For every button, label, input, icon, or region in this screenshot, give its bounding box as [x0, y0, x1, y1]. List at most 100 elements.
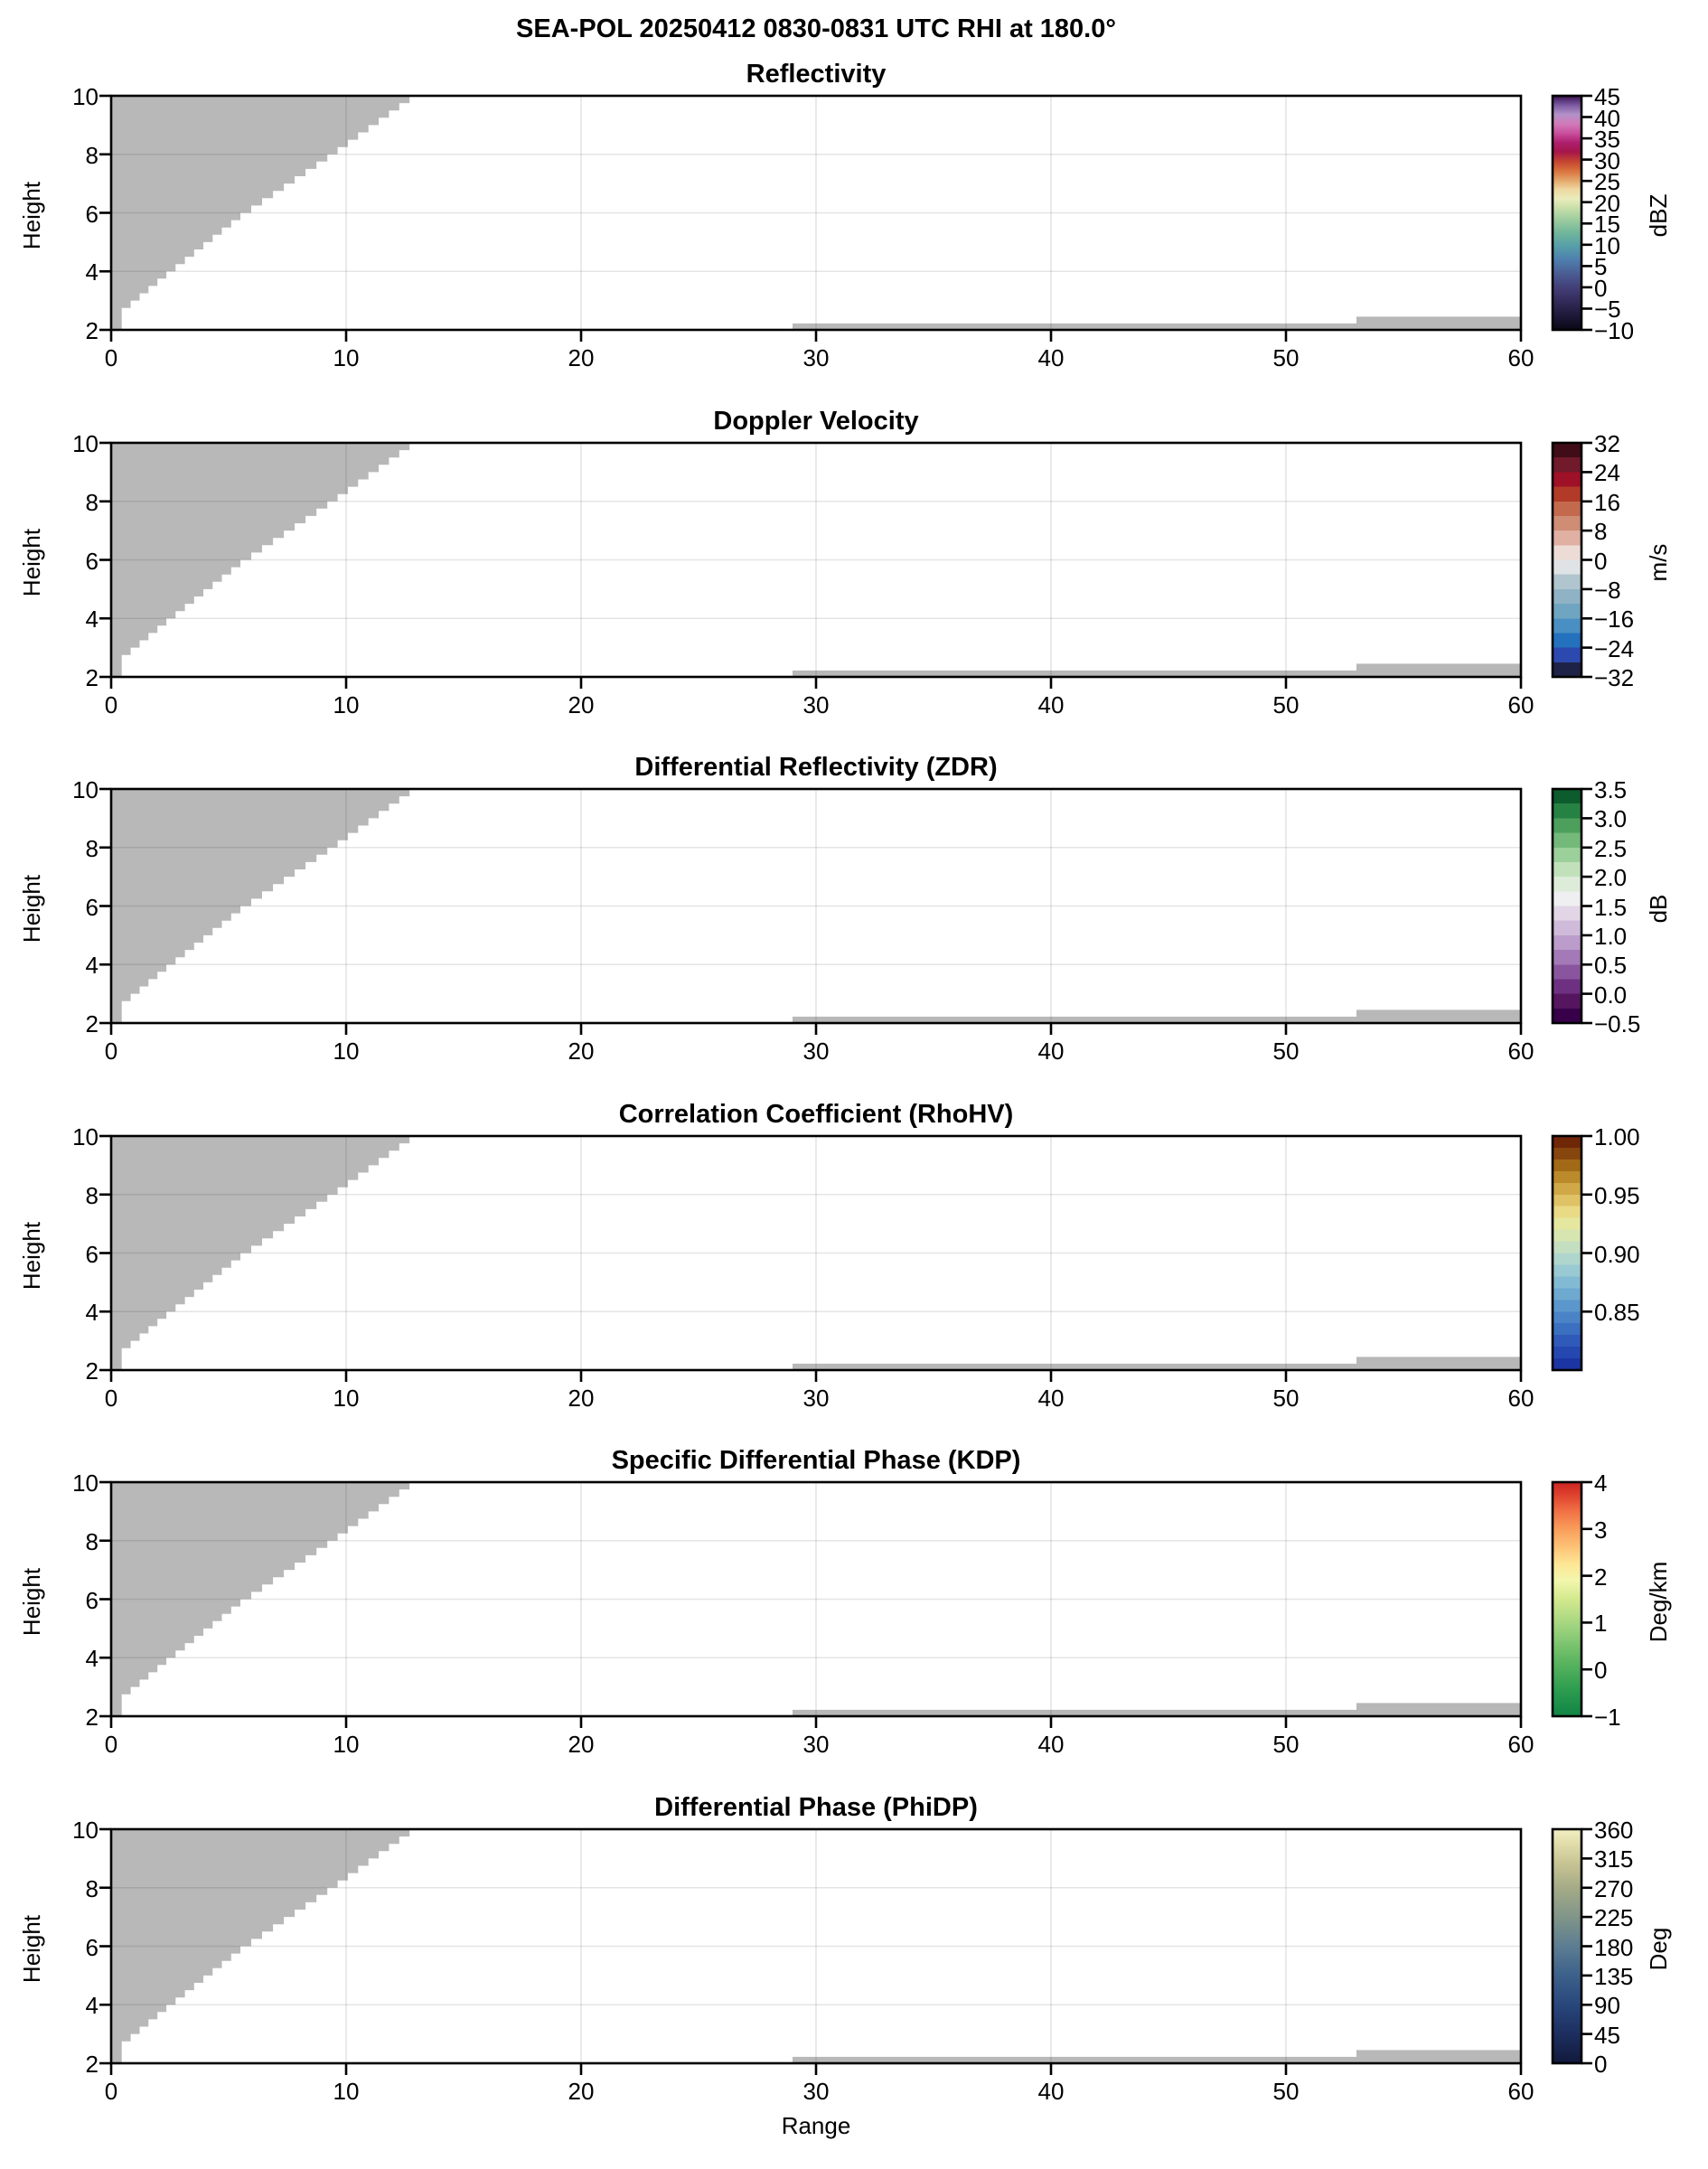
y-tick-label: 2 [85, 1010, 99, 1038]
x-tick-label: 30 [802, 2078, 830, 2105]
x-tick-label: 50 [1272, 1038, 1300, 1065]
colorbar-5 [1551, 1480, 1592, 1718]
colorbar-gradient [1551, 1480, 1583, 1718]
no-data-strip [1356, 2050, 1521, 2063]
colorbar-tick-label: 270 [1594, 1874, 1634, 1902]
colorbar-units-label: m/s [1645, 543, 1672, 582]
y-tick-label: 6 [85, 1586, 99, 1614]
colorbar-tick-label: 30 [1594, 146, 1620, 174]
x-tick-label: 40 [1037, 691, 1065, 718]
y-tick-label: 8 [85, 1181, 99, 1209]
x-tick-label: 40 [1037, 1038, 1065, 1065]
no-data-strip [793, 323, 1356, 330]
panel-plot-1 [99, 94, 1523, 342]
panel-plot-4 [99, 1134, 1523, 1382]
colorbar-tick-label: 0.95 [1594, 1181, 1640, 1209]
colorbar-tick-label: 90 [1594, 1992, 1620, 2020]
colorbar-tick-label: 20 [1594, 189, 1620, 217]
colorbar-units-label: dBZ [1645, 193, 1672, 238]
panel-title-3: Differential Reflectivity (ZDR) [634, 753, 998, 782]
x-tick-label: 10 [333, 2078, 360, 2105]
panel-title-1: Reflectivity [746, 60, 887, 89]
colorbar-tick-label: −0.5 [1594, 1010, 1641, 1038]
x-tick-label: 50 [1272, 1385, 1300, 1412]
colorbar-tick-label: 35 [1594, 126, 1620, 154]
x-tick-label: 60 [1507, 691, 1534, 718]
y-tick-label: 6 [85, 1240, 99, 1268]
figure-suptitle: SEA-POL 20250412 0830-0831 UTC RHI at 18… [516, 14, 1116, 43]
colorbar-units-label: Deg/km [1645, 1561, 1672, 1643]
x-tick-label: 10 [333, 1385, 360, 1412]
x-tick-label: 0 [104, 691, 118, 718]
y-tick-label: 2 [85, 317, 99, 344]
x-axis-label: Range [781, 2112, 851, 2139]
x-tick-label: 0 [104, 2078, 118, 2105]
x-tick-label: 60 [1507, 344, 1534, 371]
colorbar-tick-label: 225 [1594, 1904, 1634, 1932]
colorbar-tick-label: 180 [1594, 1933, 1634, 1961]
colorbar-tick-label: −16 [1594, 606, 1635, 634]
y-tick-label: 10 [72, 430, 99, 457]
x-tick-label: 20 [568, 1731, 595, 1758]
colorbar-tick-label: 315 [1594, 1845, 1634, 1873]
x-tick-label: 0 [104, 1038, 118, 1065]
colorbar-tick-label: 24 [1594, 459, 1620, 487]
x-tick-label: 30 [802, 1731, 830, 1758]
colorbar-tick-label: 0 [1594, 274, 1608, 302]
x-tick-label: 20 [568, 691, 595, 718]
x-tick-label: 40 [1037, 1385, 1065, 1412]
colorbar-units-label: Deg [1645, 1927, 1672, 1971]
colorbar-tick-label: 360 [1594, 1817, 1634, 1844]
y-tick-label: 6 [85, 200, 99, 228]
colorbar-gradient [1551, 441, 1583, 679]
colorbar-tick-label: 10 [1594, 231, 1620, 259]
no-data-strip [793, 670, 1356, 677]
y-tick-label: 2 [85, 664, 99, 691]
no-data-strip [1356, 316, 1521, 330]
colorbar-tick-label: 25 [1594, 168, 1620, 196]
colorbar-tick-label: 40 [1594, 104, 1620, 132]
colorbar-tick-label: −1 [1594, 1704, 1621, 1731]
colorbar-2 [1551, 441, 1592, 679]
y-tick-label: 4 [85, 952, 99, 980]
colorbar-tick-label: 16 [1594, 488, 1620, 516]
y-tick-label: 10 [72, 83, 99, 110]
no-data-wedge [111, 1482, 410, 1716]
colorbar-tick-label: 0 [1594, 1657, 1608, 1685]
x-tick-label: 10 [333, 1038, 360, 1065]
colorbar-tick-label: 4 [1594, 1469, 1608, 1497]
y-tick-label: 8 [85, 141, 99, 169]
no-data-strip [793, 1709, 1356, 1716]
panel-plot-5 [99, 1480, 1523, 1728]
y-tick-label: 4 [85, 258, 99, 286]
colorbar-tick-label: 3.5 [1594, 776, 1628, 803]
colorbar-tick-label: 2.0 [1594, 864, 1628, 892]
no-data-strip [1356, 663, 1521, 677]
colorbar-tick-label: 135 [1594, 1962, 1634, 1990]
x-tick-label: 50 [1272, 691, 1300, 718]
colorbar-tick-label: 0.5 [1594, 952, 1628, 980]
y-tick-label: 4 [85, 1299, 99, 1327]
y-tick-label: 4 [85, 1992, 99, 2020]
y-tick-label: 8 [85, 1874, 99, 1902]
colorbar-tick-label: −32 [1594, 664, 1635, 691]
x-tick-label: 20 [568, 1385, 595, 1412]
x-tick-label: 60 [1507, 1731, 1534, 1758]
colorbar-gradient [1551, 787, 1583, 1025]
panel-plot-2 [99, 441, 1523, 689]
colorbar-tick-label: 3 [1594, 1516, 1608, 1544]
x-tick-label: 20 [568, 1038, 595, 1065]
panel-plot-3 [99, 787, 1523, 1035]
x-tick-label: 10 [333, 691, 360, 718]
no-data-wedge [111, 1136, 410, 1370]
no-data-wedge [111, 1829, 410, 2063]
x-tick-label: 40 [1037, 1731, 1065, 1758]
colorbar-tick-label: 1.5 [1594, 893, 1628, 921]
colorbar-tick-label: 5 [1594, 253, 1608, 281]
x-tick-label: 60 [1507, 1385, 1534, 1412]
colorbar-4 [1551, 1134, 1592, 1372]
no-data-strip [793, 2056, 1356, 2063]
panel-title-4: Correlation Coefficient (RhoHV) [618, 1100, 1014, 1129]
